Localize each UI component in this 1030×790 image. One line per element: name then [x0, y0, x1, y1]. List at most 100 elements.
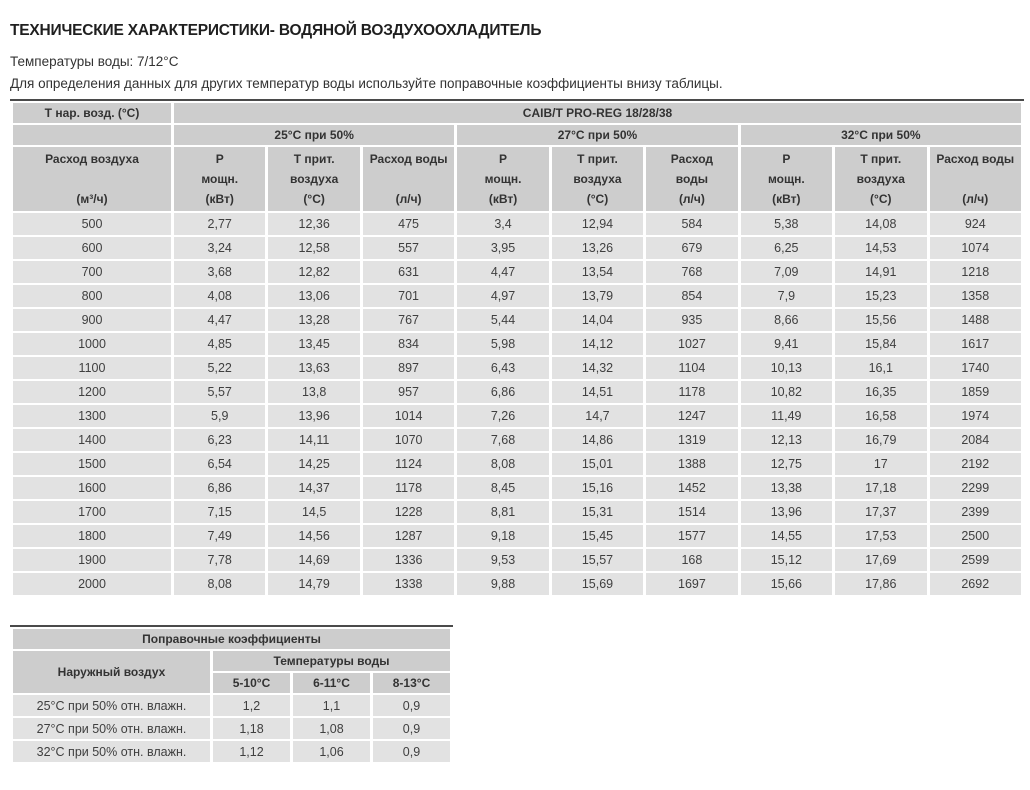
value-cell: 16,79 — [835, 429, 927, 451]
water-temp-range-header-3: 8-13°С — [373, 673, 450, 693]
value-cell: 2399 — [929, 501, 1021, 523]
table-row: 900 4,47 13,28 767 5,44 14,04 935 8,66 15,56 1488 — [13, 309, 1021, 331]
value-cell: 7,15 — [174, 501, 266, 523]
value-cell: 767 — [362, 309, 455, 331]
value-cell: 6,86 — [174, 477, 266, 499]
value-cell: 7,09 — [740, 261, 833, 283]
value-cell: 2692 — [929, 573, 1021, 595]
value-cell: 13,38 — [740, 477, 833, 499]
value-cell: 14,79 — [268, 573, 360, 595]
value-cell: 5,9 — [174, 405, 266, 427]
water-flow-column-header-25c: Расход воды (л/ч) — [362, 147, 455, 211]
value-cell: 1577 — [646, 525, 738, 547]
group-header-25c: 25°С при 50% — [174, 125, 455, 145]
table-row: 1200 5,57 13,8 957 6,86 14,51 1178 10,82 16,35 18… — [13, 381, 1021, 403]
row-label-cell: 1100 — [13, 357, 171, 379]
outdoor-air-header: Наружный воздух — [13, 651, 210, 693]
value-cell: 1740 — [929, 357, 1021, 379]
spec-table-head: Т нар. возд. (°С) CAIB/T PRO-REG 18/28/3… — [13, 103, 1021, 211]
value-cell: 15,23 — [835, 285, 927, 307]
value-cell: 12,36 — [268, 213, 360, 235]
value-cell: 6,23 — [174, 429, 266, 451]
value-cell: 1,18 — [213, 718, 290, 739]
group-header-27c: 27°С при 50% — [457, 125, 738, 145]
value-cell: 1514 — [646, 501, 738, 523]
value-cell: 3,95 — [457, 237, 549, 259]
row-label-cell: 1900 — [13, 549, 171, 571]
value-cell: 2299 — [929, 477, 1021, 499]
value-cell: 957 — [362, 381, 455, 403]
value-cell: 1358 — [929, 285, 1021, 307]
value-cell: 14,11 — [268, 429, 360, 451]
value-cell: 1,12 — [213, 741, 290, 762]
value-cell: 168 — [646, 549, 738, 571]
value-cell: 14,32 — [551, 357, 644, 379]
value-cell: 12,58 — [268, 237, 360, 259]
water-temp-range-header-2: 6-11°С — [293, 673, 370, 693]
value-cell: 14,04 — [551, 309, 644, 331]
value-cell: 3,4 — [457, 213, 549, 235]
value-cell: 14,51 — [551, 381, 644, 403]
value-cell: 4,47 — [457, 261, 549, 283]
value-cell: 14,08 — [835, 213, 927, 235]
value-cell: 8,08 — [174, 573, 266, 595]
value-cell: 14,56 — [268, 525, 360, 547]
power-column-header-27c: Р мощн. (кВт) — [457, 147, 549, 211]
spec-table: Т нар. возд. (°С) CAIB/T PRO-REG 18/28/3… — [10, 99, 1024, 597]
value-cell: 14,86 — [551, 429, 644, 451]
value-cell: 15,01 — [551, 453, 644, 475]
table-row: 25°С при 50% отн. влажн. 1,2 1,1 0,9 — [13, 695, 450, 716]
value-cell: 1027 — [646, 333, 738, 355]
value-cell: 935 — [646, 309, 738, 331]
value-cell: 17,18 — [835, 477, 927, 499]
model-header-row: Т нар. возд. (°С) CAIB/T PRO-REG 18/28/3… — [13, 103, 1021, 123]
value-cell: 6,25 — [740, 237, 833, 259]
value-cell: 631 — [362, 261, 455, 283]
page-title: ТЕХНИЧЕСКИЕ ХАРАКТЕРИСТИКИ- ВОДЯНОЙ ВОЗД… — [10, 22, 542, 39]
value-cell: 10,13 — [740, 357, 833, 379]
value-cell: 15,31 — [551, 501, 644, 523]
value-cell: 475 — [362, 213, 455, 235]
water-temp-group-header: Температуры воды — [213, 651, 450, 671]
table-row: 1400 6,23 14,11 1070 7,68 14,86 1319 12,13 16,79… — [13, 429, 1021, 451]
value-cell: 13,8 — [268, 381, 360, 403]
row-label-cell: 2000 — [13, 573, 171, 595]
value-cell: 1124 — [362, 453, 455, 475]
value-cell: 9,53 — [457, 549, 549, 571]
value-cell: 1178 — [362, 477, 455, 499]
table-row: 1600 6,86 14,37 1178 8,45 15,16 1452 13,38 17,18… — [13, 477, 1021, 499]
value-cell: 1859 — [929, 381, 1021, 403]
value-cell: 6,43 — [457, 357, 549, 379]
value-cell: 924 — [929, 213, 1021, 235]
value-cell: 13,06 — [268, 285, 360, 307]
value-cell: 13,45 — [268, 333, 360, 355]
value-cell: 584 — [646, 213, 738, 235]
value-cell: 4,85 — [174, 333, 266, 355]
value-cell: 15,66 — [740, 573, 833, 595]
value-cell: 12,94 — [551, 213, 644, 235]
correction-table-title: Поправочные коэффициенты — [13, 629, 450, 649]
table-row: 1100 5,22 13,63 897 6,43 14,32 1104 10,13 16,1 17… — [13, 357, 1021, 379]
value-cell: 4,08 — [174, 285, 266, 307]
value-cell: 1014 — [362, 405, 455, 427]
value-cell: 17,69 — [835, 549, 927, 571]
row-label-cell: 1800 — [13, 525, 171, 547]
power-column-header-25c: Р мощн. (кВт) — [174, 147, 266, 211]
value-cell: 1452 — [646, 477, 738, 499]
value-cell: 12,82 — [268, 261, 360, 283]
value-cell: 4,47 — [174, 309, 266, 331]
value-cell: 9,41 — [740, 333, 833, 355]
row-label-cell: 32°С при 50% отн. влажн. — [13, 741, 210, 762]
value-cell: 15,56 — [835, 309, 927, 331]
water-flow-column-header-32c: Расход воды (л/ч) — [929, 147, 1021, 211]
value-cell: 1617 — [929, 333, 1021, 355]
value-cell: 7,9 — [740, 285, 833, 307]
value-cell: 15,84 — [835, 333, 927, 355]
corner-header: Т нар. возд. (°С) — [13, 103, 171, 123]
row-label-cell: 27°С при 50% отн. влажн. — [13, 718, 210, 739]
value-cell: 701 — [362, 285, 455, 307]
value-cell: 5,22 — [174, 357, 266, 379]
water-temp-range-row: 5-10°С 6-11°С 8-13°С — [13, 673, 450, 693]
table-row: 32°С при 50% отн. влажн. 1,12 1,06 0,9 — [13, 741, 450, 762]
value-cell: 3,24 — [174, 237, 266, 259]
